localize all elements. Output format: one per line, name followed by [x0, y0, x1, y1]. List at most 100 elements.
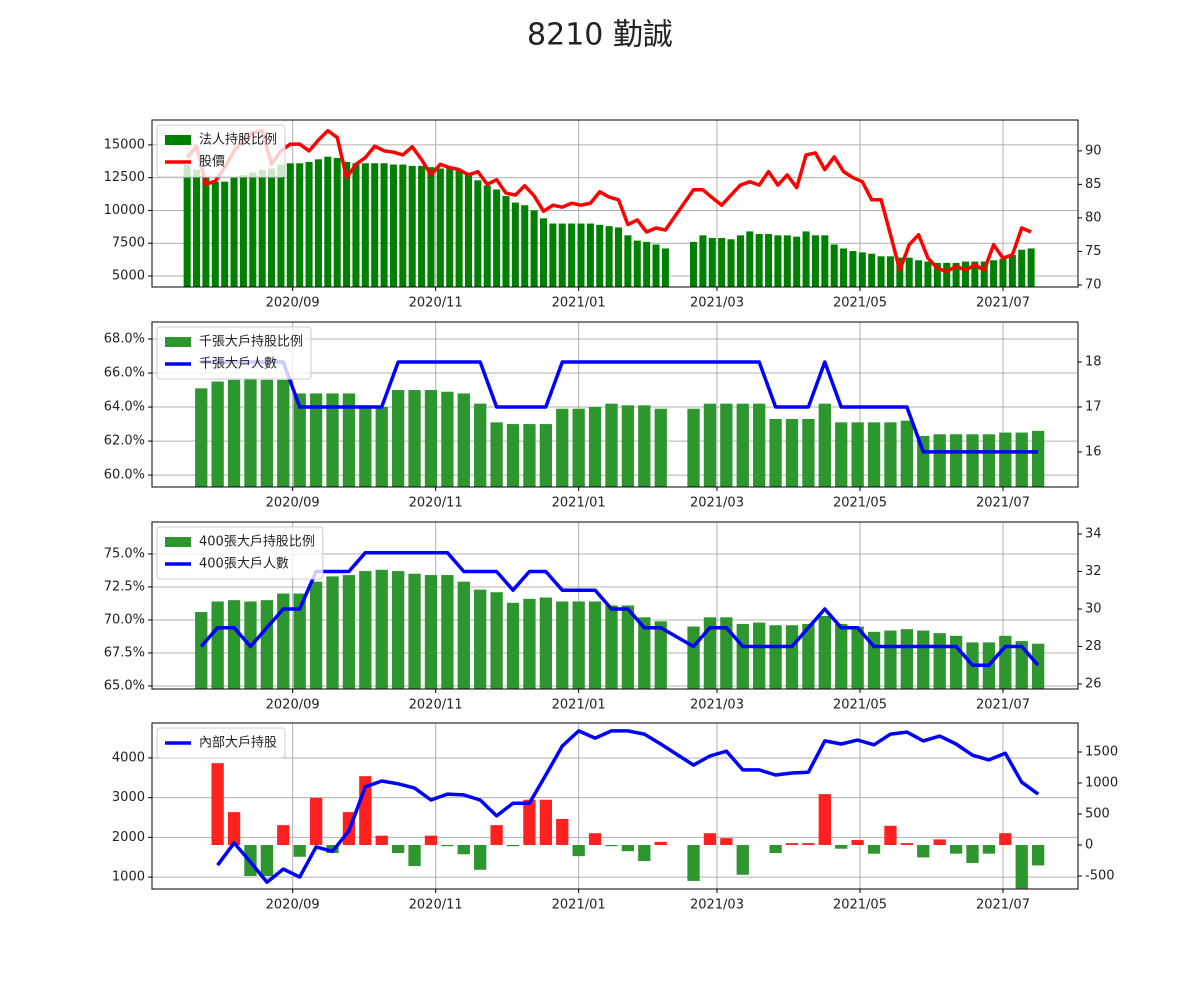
bar [886, 256, 894, 287]
y-tick-label: 68.0% [104, 332, 145, 347]
bar [802, 843, 815, 845]
bar [309, 797, 323, 845]
bar [391, 844, 405, 854]
bar [736, 623, 749, 689]
y-tick-label: 75.0% [104, 546, 145, 561]
bar [900, 843, 914, 845]
bar [391, 390, 405, 487]
bar [933, 633, 946, 689]
bar [785, 418, 799, 487]
bar [605, 844, 618, 847]
bar [966, 434, 979, 487]
bar [999, 635, 1012, 689]
bar [621, 605, 635, 689]
bar [867, 422, 881, 487]
x-tick-label: 2021/07 [976, 496, 1030, 511]
y-tick-label: 60.0% [104, 468, 145, 483]
bar [375, 835, 388, 845]
bar [446, 168, 454, 287]
bar [441, 391, 454, 487]
bar [851, 626, 864, 689]
bar [982, 844, 996, 854]
bar [359, 405, 372, 487]
bar [933, 262, 941, 287]
legend-swatch [165, 537, 191, 547]
bar [483, 185, 491, 287]
bar [202, 177, 210, 287]
y2-tick-label: 500 [1085, 806, 1110, 821]
bar [769, 844, 782, 854]
bar [490, 422, 503, 487]
bar [371, 163, 379, 287]
bar [1031, 643, 1045, 689]
x-tick-label: 2021/05 [833, 898, 887, 913]
bar [359, 571, 372, 689]
bar [502, 196, 510, 287]
bar [375, 569, 388, 689]
y2-tick-label: 18 [1085, 355, 1102, 370]
x-tick-label: 2020/11 [409, 698, 463, 713]
bar [1027, 248, 1035, 287]
bar [840, 248, 848, 287]
bar [441, 844, 454, 847]
bar [765, 234, 773, 287]
y2-tick-label: 90 [1085, 143, 1102, 158]
bar [277, 164, 285, 287]
y2-tick-label: 32 [1085, 564, 1102, 579]
bar [999, 432, 1012, 487]
bar [474, 180, 482, 287]
bar [774, 235, 782, 287]
bar [818, 403, 831, 487]
bar [980, 261, 988, 287]
bar [343, 161, 351, 287]
panel: 2020/09 2020/11 2021/01 2021/03 2021/05 2021/… [104, 119, 1102, 311]
bar [521, 205, 529, 287]
bar [523, 424, 536, 487]
bar [244, 378, 257, 487]
x-tick-label: 2021/01 [552, 898, 606, 913]
bar [966, 844, 979, 863]
bar [605, 226, 613, 287]
bar [326, 393, 339, 487]
bar [408, 844, 421, 867]
y-tick-label: 66.0% [104, 366, 145, 381]
bar [539, 799, 552, 845]
x-tick-label: 2020/09 [266, 496, 320, 511]
y-tick-label: 5000 [112, 268, 145, 283]
bar [621, 405, 635, 487]
bar [915, 260, 923, 287]
y-tick-label: 12500 [104, 170, 145, 185]
x-tick-label: 2021/03 [690, 898, 744, 913]
bar [924, 261, 932, 287]
bar [389, 164, 397, 287]
bar [835, 623, 848, 689]
bar [727, 239, 735, 287]
bar [952, 262, 960, 287]
y2-tick-label: 0 [1085, 837, 1093, 852]
bar [785, 843, 799, 845]
y2-tick-label: 80 [1085, 210, 1102, 225]
bar [917, 844, 930, 858]
bar [227, 812, 241, 845]
bar [999, 833, 1012, 845]
bar [572, 844, 585, 857]
bar [258, 169, 266, 287]
bar [687, 626, 700, 689]
bar [260, 844, 274, 876]
plot-frame [151, 321, 1079, 488]
y-tick-label: 62.0% [104, 434, 145, 449]
bar [718, 237, 726, 287]
figure-title: 8210 勤誠 [527, 18, 673, 53]
bar [324, 156, 332, 287]
x-tick-label: 2021/05 [833, 698, 887, 713]
bar [867, 844, 881, 854]
bar [474, 844, 487, 870]
legend-label: 股價 [199, 155, 225, 170]
bar [221, 181, 229, 287]
plot-frame [151, 722, 1079, 890]
bar [624, 235, 632, 287]
bar [436, 168, 444, 287]
bar [753, 403, 766, 487]
bar [418, 165, 426, 287]
bar [506, 602, 520, 689]
